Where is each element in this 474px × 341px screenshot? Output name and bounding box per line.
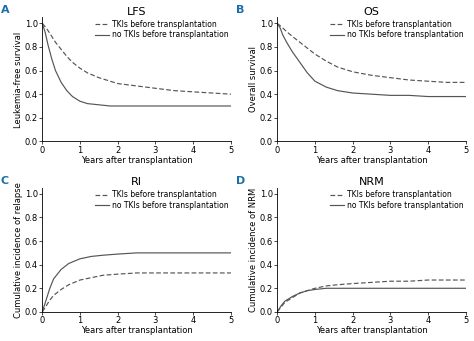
Legend: TKIs before transplantation, no TKIs before transplantation: TKIs before transplantation, no TKIs bef… xyxy=(94,19,229,40)
Title: LFS: LFS xyxy=(127,7,146,17)
Text: A: A xyxy=(1,5,9,15)
Text: B: B xyxy=(236,5,244,15)
Y-axis label: Cumulative incidence of NRM: Cumulative incidence of NRM xyxy=(249,188,258,312)
Legend: TKIs before transplantation, no TKIs before transplantation: TKIs before transplantation, no TKIs bef… xyxy=(329,19,465,40)
Legend: TKIs before transplantation, no TKIs before transplantation: TKIs before transplantation, no TKIs bef… xyxy=(329,190,465,211)
Title: NRM: NRM xyxy=(359,177,384,187)
X-axis label: Years after transplantation: Years after transplantation xyxy=(316,326,428,336)
Title: OS: OS xyxy=(364,7,380,17)
Legend: TKIs before transplantation, no TKIs before transplantation: TKIs before transplantation, no TKIs bef… xyxy=(94,190,229,211)
X-axis label: Years after transplantation: Years after transplantation xyxy=(316,156,428,165)
Y-axis label: Leukemia-free survival: Leukemia-free survival xyxy=(15,31,24,128)
Text: C: C xyxy=(1,176,9,186)
Text: D: D xyxy=(236,176,245,186)
X-axis label: Years after transplantation: Years after transplantation xyxy=(81,326,192,336)
Y-axis label: Cumulative incidence of relapse: Cumulative incidence of relapse xyxy=(15,182,24,318)
Title: RI: RI xyxy=(131,177,142,187)
X-axis label: Years after transplantation: Years after transplantation xyxy=(81,156,192,165)
Y-axis label: Overall survival: Overall survival xyxy=(249,46,258,113)
